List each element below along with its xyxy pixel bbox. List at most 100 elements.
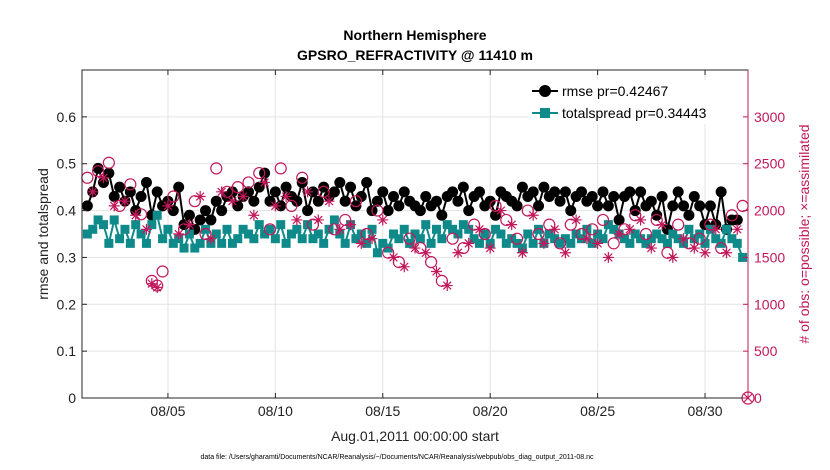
rmse-point: [216, 205, 228, 217]
totalspread-point: [394, 234, 404, 244]
rmse-point: [280, 181, 292, 193]
rmse-point: [715, 186, 727, 198]
totalspread-point: [544, 229, 554, 239]
obs-assimilated-point: [613, 228, 625, 240]
y2-tick-label: 1500: [754, 249, 785, 265]
totalspread-point: [695, 229, 705, 239]
rmse-point: [592, 200, 604, 212]
obs-assimilated-point: [248, 209, 260, 221]
obs-possible-point: [167, 190, 180, 203]
obs-assimilated-point: [516, 247, 528, 259]
totalspread-point: [308, 234, 318, 244]
totalspread-point: [474, 238, 484, 248]
totalspread-point: [431, 224, 441, 234]
totalspread-point: [211, 229, 221, 239]
totalspread-point: [722, 224, 732, 234]
obs-possible-point: [253, 166, 266, 180]
totalspread-point: [437, 234, 447, 244]
rmse-point: [173, 181, 185, 193]
obs-assimilated-point: [441, 280, 453, 292]
obs-assimilated-point: [302, 186, 314, 198]
y-tick-label: 0.6: [57, 109, 77, 125]
obs-assimilated-point: [667, 251, 679, 263]
totalspread-point: [163, 224, 173, 234]
rmse-point: [420, 191, 432, 203]
obs-possible-point: [124, 178, 137, 191]
y2-tick-label: 2000: [754, 203, 785, 219]
series-layer: [81, 156, 755, 405]
y2-tick-label: 2500: [754, 156, 785, 172]
rmse-point: [135, 191, 147, 203]
axis-ticks: 08/05 08/10 08/15 08/20 08/25 08/30 0 0.1 0.2 0.3…: [57, 70, 785, 419]
rmse-point: [704, 200, 716, 212]
y-tick-label: 0: [68, 390, 76, 406]
totalspread-point: [405, 238, 415, 248]
legend-spread-label: totalspread pr=0.34443: [562, 105, 707, 121]
obs-assimilated-point: [269, 200, 281, 212]
rmse-point: [108, 191, 120, 203]
y-tick-label: 0.5: [57, 156, 77, 172]
rmse-point: [688, 191, 700, 203]
totalspread-point: [738, 252, 748, 262]
rmse-point: [576, 186, 587, 198]
totalspread-point: [684, 224, 694, 234]
totalspread-point: [93, 215, 103, 225]
totalspread-point: [711, 234, 721, 244]
x-axis-label: Aug.01,2011 00:00:00 start: [331, 428, 499, 444]
totalspread-point: [147, 220, 157, 230]
legend-spread-marker: [540, 108, 550, 118]
totalspread-point: [458, 220, 468, 230]
totalspread-point: [104, 238, 114, 248]
totalspread-point: [464, 224, 474, 234]
obs-possible-point: [263, 223, 277, 236]
rmse-point: [183, 209, 195, 221]
obs-assimilated-point: [345, 219, 357, 231]
obs-assimilated-point: [430, 265, 442, 277]
rmse-point: [656, 191, 668, 203]
obs-assimilated-point: [678, 233, 690, 245]
obs-assimilated-point: [151, 281, 163, 293]
obs-possible-point: [285, 199, 298, 212]
chart-title: Northern Hemisphere: [343, 27, 486, 43]
totalspread-point: [88, 224, 98, 234]
y2-tick-label: 500: [754, 343, 778, 359]
obs-assimilated-point: [205, 233, 217, 245]
totalspread-point: [351, 234, 361, 244]
totalspread-point: [249, 234, 259, 244]
totalspread-point: [222, 224, 232, 234]
obs-assimilated-point: [409, 242, 421, 254]
obs-assimilated-point: [559, 247, 571, 259]
obs-possible-point: [317, 185, 330, 198]
rmse-point: [602, 200, 614, 212]
data-file-footnote: data file: /Users/gharamti/Documents/NCA…: [200, 454, 594, 461]
rmse-point: [393, 200, 405, 212]
obs-assimilated-point: [87, 186, 99, 198]
rmse-point: [559, 186, 571, 198]
rmse-point: [511, 200, 523, 212]
rmse-point: [672, 186, 684, 198]
totalspread-point: [619, 234, 629, 244]
totalspread-point: [141, 238, 151, 248]
totalspread-point: [152, 210, 162, 220]
x-tick-label: 08/15: [365, 403, 400, 419]
obs-possible-point: [425, 256, 438, 269]
rmse-point: [151, 186, 163, 198]
totalspread-point: [662, 238, 672, 248]
legend-rmse-marker: [539, 85, 551, 97]
rmse-point: [533, 200, 545, 212]
totalspread-point: [603, 220, 613, 230]
obs-assimilated-point: [366, 233, 378, 245]
totalspread-point: [168, 238, 178, 248]
totalspread-point: [560, 234, 570, 244]
obs-possible-point: [210, 162, 223, 175]
obs-assimilated-point: [731, 223, 743, 235]
rmse-point: [452, 195, 464, 207]
totalspread-point: [453, 229, 463, 239]
totalspread-point: [270, 234, 280, 244]
totalspread-point: [657, 234, 667, 244]
obs-assimilated-point: [323, 195, 335, 207]
obs-assimilated-point: [710, 223, 722, 235]
rmse-point: [463, 205, 475, 217]
totalspread-point: [286, 229, 296, 239]
rmse-point: [200, 205, 212, 217]
